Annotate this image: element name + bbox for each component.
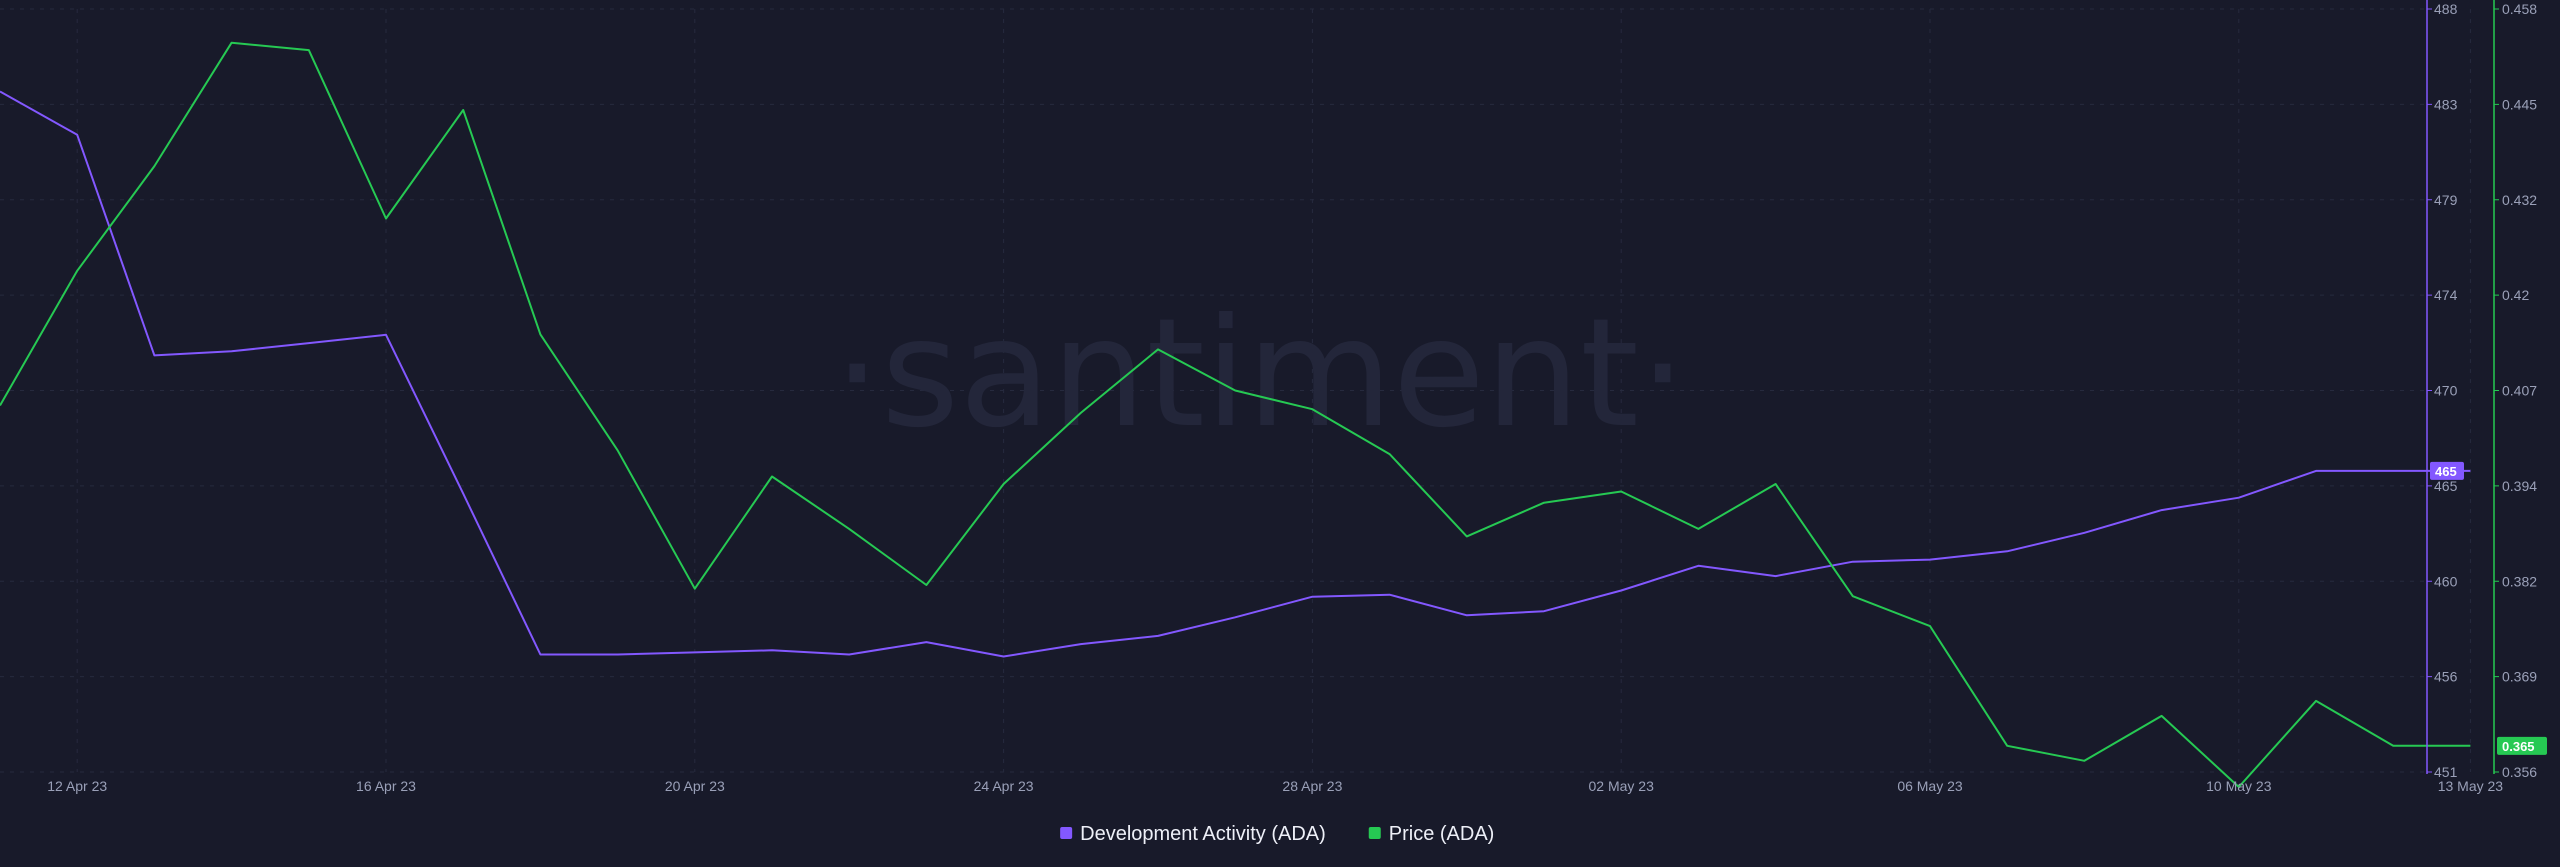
dev-activity-value-label: 465 bbox=[2435, 464, 2457, 479]
series-line-dev-activity bbox=[0, 90, 2471, 658]
right-axis-tick-label: 0.432 bbox=[2502, 192, 2537, 208]
x-axis-tick-label: 02 May 23 bbox=[1589, 778, 1655, 794]
left-axis-tick-label: 488 bbox=[2434, 1, 2458, 17]
legend: Development Activity (ADA) Price (ADA) bbox=[1060, 823, 1494, 845]
price-value-label: 0.365 bbox=[2502, 739, 2535, 754]
dev-activity-value-badge bbox=[2430, 461, 2464, 480]
grid bbox=[0, 8, 2471, 773]
left-axis-tick-label: 483 bbox=[2434, 96, 2458, 112]
legend-label: Development Activity (ADA) bbox=[1080, 823, 1326, 845]
right-axis-tick-label: 0.407 bbox=[2502, 383, 2537, 399]
left-axis-tick-label: 451 bbox=[2434, 764, 2458, 780]
right-axis-tick-label: 0.42 bbox=[2502, 287, 2529, 303]
x-axis-tick-label: 12 Apr 23 bbox=[47, 778, 107, 794]
x-axis-tick-label: 16 Apr 23 bbox=[356, 778, 416, 794]
x-axis-tick-label: 10 May 23 bbox=[2206, 778, 2272, 794]
x-axis-tick-label: 28 Apr 23 bbox=[1282, 778, 1342, 794]
series-layer bbox=[0, 41, 2471, 788]
left-axis-tick-label: 474 bbox=[2434, 287, 2458, 303]
x-axis-tick-label: 24 Apr 23 bbox=[974, 778, 1034, 794]
left-axis-tick-label: 460 bbox=[2434, 573, 2458, 589]
x-axis-tick-label: 13 May 23 bbox=[2438, 778, 2504, 794]
right-axis-tick-label: 0.394 bbox=[2502, 478, 2537, 494]
axes-layer: 488 483 479 474 470 465 460 456 451 0.458 0.445 0.4… bbox=[2426, 0, 2547, 780]
x-axis-ticks: 12 Apr 23 16 Apr 23 20 Apr 23 24 Apr 23 28 A… bbox=[47, 778, 2503, 794]
legend-swatch bbox=[1368, 827, 1381, 839]
right-axis-tick-label: 0.356 bbox=[2502, 764, 2537, 780]
right-axis-tick-label: 0.369 bbox=[2502, 669, 2537, 685]
x-axis-tick-label: 20 Apr 23 bbox=[665, 778, 725, 794]
right-axis-tick-label: 0.445 bbox=[2502, 96, 2537, 112]
x-axis-tick-label: 06 May 23 bbox=[1897, 778, 1963, 794]
left-axis-tick-label: 479 bbox=[2434, 192, 2458, 208]
series-line-price bbox=[0, 41, 2471, 788]
left-axis-tick-label: 470 bbox=[2434, 383, 2458, 399]
legend-swatch bbox=[1060, 827, 1073, 839]
right-axis-tick-label: 0.382 bbox=[2502, 573, 2537, 589]
left-axis-tick-label: 465 bbox=[2434, 478, 2458, 494]
watermark: ·santiment· bbox=[833, 287, 1686, 461]
price-value-badge bbox=[2497, 736, 2547, 755]
legend-label: Price (ADA) bbox=[1389, 823, 1495, 845]
left-axis-tick-label: 456 bbox=[2434, 669, 2458, 685]
right-axis-tick-label: 0.458 bbox=[2502, 1, 2537, 17]
